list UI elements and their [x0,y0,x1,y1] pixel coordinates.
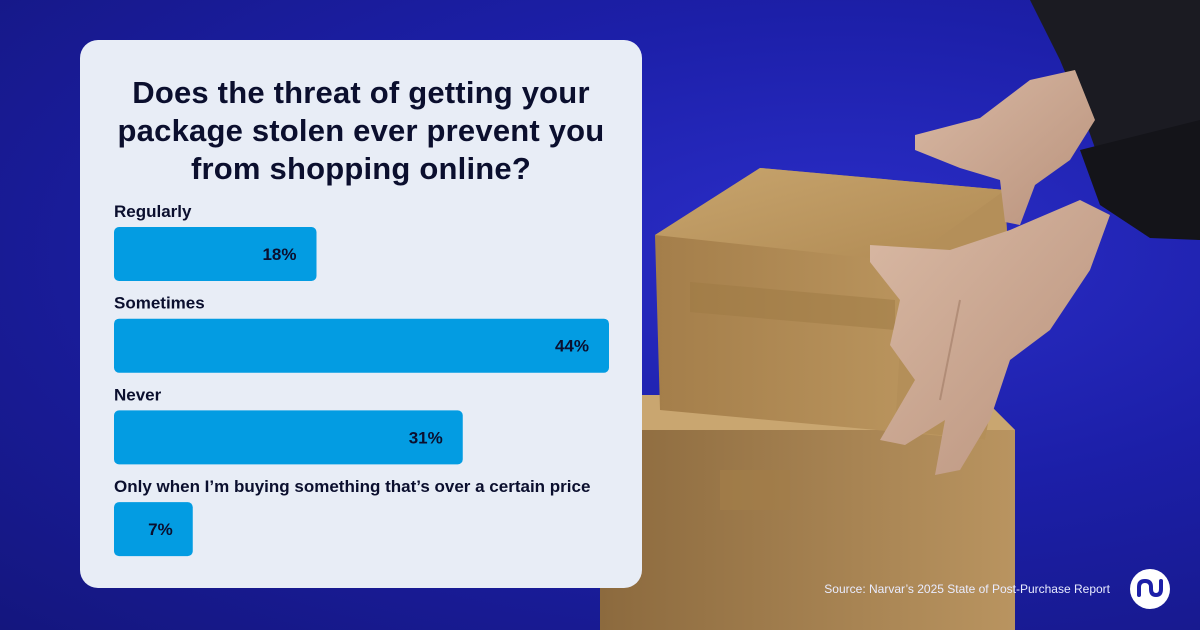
category-label: Regularly [114,202,192,221]
category-label: Never [114,385,162,404]
bar [114,318,609,373]
bar [114,502,193,557]
chart-title: Does the threat of getting your package … [117,75,605,186]
bar [114,227,317,281]
bar [114,410,463,465]
survey-card: Does the threat of getting your package … [80,40,642,588]
value-label: 18% [262,245,296,264]
category-label: Only when I’m buying something that’s ov… [114,477,590,496]
value-label: 7% [148,520,173,539]
value-label: 44% [555,337,589,356]
source-note: Source: Narvar’s 2025 State of Post-Purc… [824,582,1110,596]
narvar-logo-icon [1130,569,1170,609]
value-label: 31% [409,428,443,447]
category-label: Sometimes [114,294,205,313]
logo-mark-icon [1137,579,1163,597]
